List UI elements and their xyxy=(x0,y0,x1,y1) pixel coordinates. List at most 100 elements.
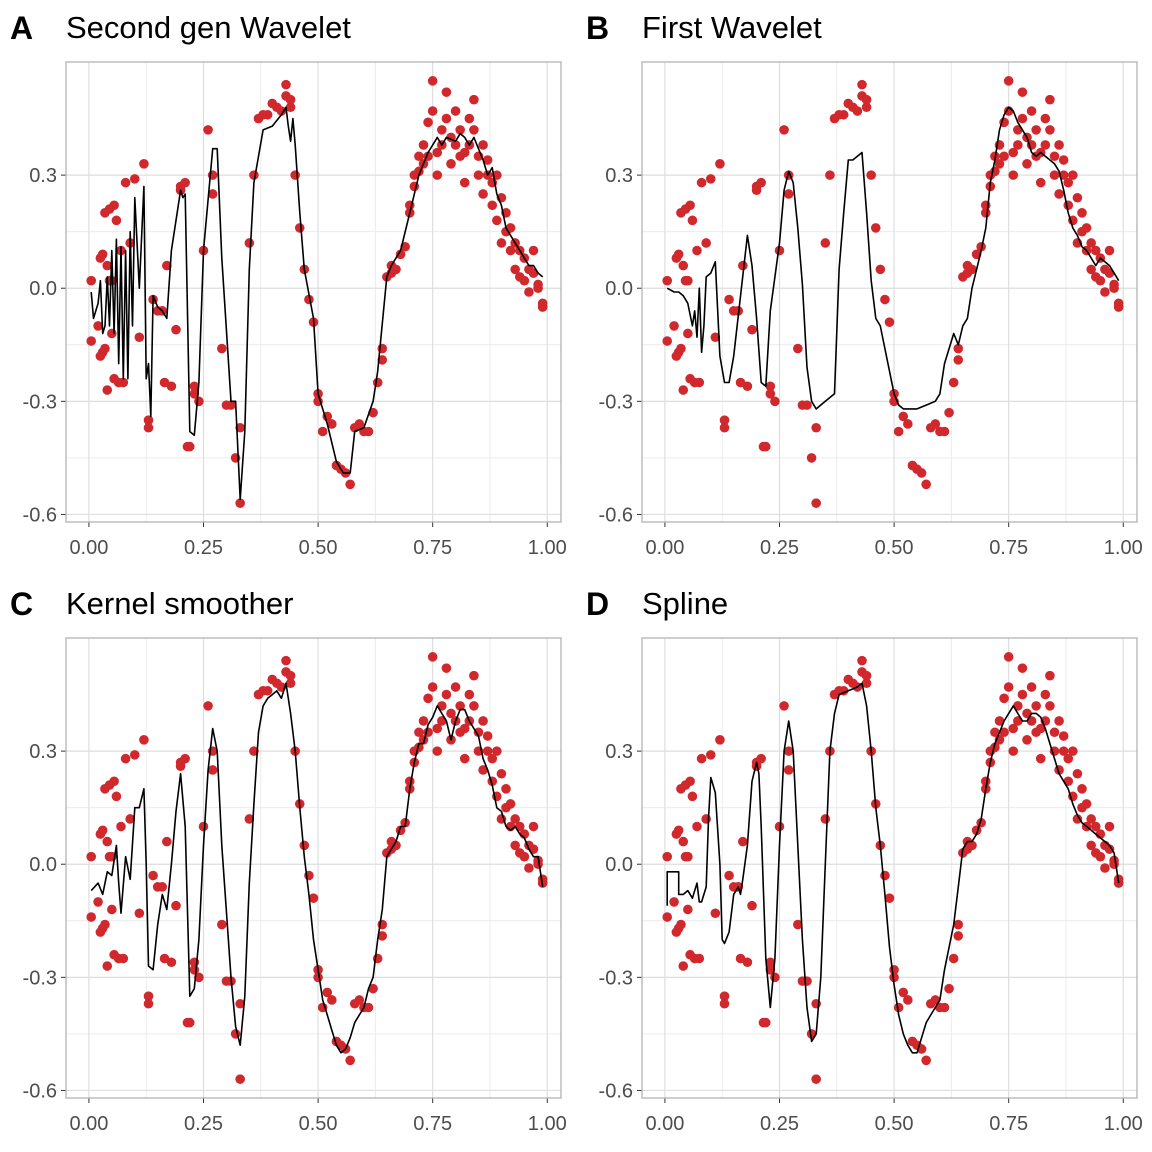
data-point xyxy=(129,174,140,184)
data-point xyxy=(685,200,695,211)
data-point xyxy=(1003,682,1014,692)
data-point xyxy=(1045,670,1055,681)
data-point xyxy=(427,76,438,86)
data-point xyxy=(524,863,534,873)
data-point xyxy=(861,102,872,113)
data-point xyxy=(459,177,470,188)
data-point xyxy=(765,957,776,968)
data-point xyxy=(875,264,886,275)
data-point xyxy=(180,177,190,188)
data-point xyxy=(1026,106,1037,116)
data-point xyxy=(1086,264,1096,275)
x-tick-label: 0.25 xyxy=(184,1113,223,1135)
data-point xyxy=(1104,245,1115,256)
data-point xyxy=(207,189,218,199)
data-point xyxy=(363,1002,374,1013)
data-point xyxy=(93,897,103,907)
data-point xyxy=(793,919,803,930)
data-point xyxy=(519,275,530,286)
data-point xyxy=(427,682,438,692)
data-point xyxy=(482,746,493,756)
data-point xyxy=(1063,177,1074,188)
data-point xyxy=(198,821,209,832)
data-point xyxy=(299,840,310,851)
data-point xyxy=(811,1074,821,1084)
data-point xyxy=(838,109,849,120)
data-point xyxy=(97,249,108,260)
data-point xyxy=(1022,159,1032,169)
data-point xyxy=(783,189,794,199)
data-point xyxy=(345,479,355,490)
data-point xyxy=(1090,245,1101,256)
panel-c: C Kernel smoother 0.00 0.25 0.50 0.75 1.00 -0… xyxy=(0,576,576,1152)
data-point xyxy=(1045,125,1055,135)
data-point xyxy=(1054,140,1064,150)
data-point xyxy=(1058,746,1069,756)
data-point xyxy=(418,735,429,745)
data-point xyxy=(1063,200,1074,211)
data-point xyxy=(724,870,734,881)
data-point xyxy=(1058,731,1069,741)
data-point xyxy=(1035,177,1046,188)
x-tick-label: 1.00 xyxy=(1104,537,1143,559)
data-point xyxy=(825,170,835,180)
panel-tag: C xyxy=(10,586,34,622)
data-point xyxy=(86,275,97,286)
panel-border xyxy=(641,61,1138,523)
panel-border xyxy=(641,637,1138,1099)
data-point xyxy=(1008,147,1019,158)
data-point xyxy=(519,851,530,862)
data-point xyxy=(86,851,97,862)
data-point xyxy=(1104,844,1115,854)
data-point xyxy=(861,94,872,105)
data-point xyxy=(921,479,931,490)
data-point xyxy=(866,170,876,180)
data-point xyxy=(432,723,443,734)
panel-title: Spline xyxy=(642,586,729,621)
data-point xyxy=(473,170,484,180)
data-point xyxy=(662,912,673,922)
data-point xyxy=(505,799,516,809)
panel-title: First Wavelet xyxy=(642,10,822,45)
data-point xyxy=(760,1017,771,1028)
data-point xyxy=(203,701,213,711)
data-point xyxy=(1031,125,1041,135)
x-tick-label: 0.25 xyxy=(760,1113,799,1135)
data-point xyxy=(203,125,213,135)
y-tick-label: -0.6 xyxy=(599,1080,633,1102)
data-point xyxy=(1017,689,1028,700)
data-point xyxy=(441,87,452,97)
data-point xyxy=(423,693,433,704)
data-point xyxy=(478,140,488,150)
data-point xyxy=(118,377,129,388)
data-point xyxy=(1090,821,1101,832)
data-point xyxy=(774,821,785,832)
data-point xyxy=(510,840,520,851)
data-point xyxy=(1035,723,1046,734)
data-point xyxy=(870,223,881,233)
data-point xyxy=(1022,735,1032,745)
data-point xyxy=(391,840,401,851)
y-tick-label: -0.3 xyxy=(599,391,633,413)
data-point xyxy=(102,260,113,271)
y-tick-label: 0.3 xyxy=(605,165,633,187)
data-point xyxy=(806,453,817,463)
data-point xyxy=(662,336,673,346)
y-tick-label: 0.0 xyxy=(605,278,633,300)
data-point xyxy=(1068,170,1078,180)
data-point xyxy=(1049,727,1060,738)
panel-title: Second gen Wavelet xyxy=(66,10,351,45)
data-point xyxy=(285,670,296,681)
data-point xyxy=(715,159,725,169)
data-point xyxy=(1035,753,1046,764)
data-point xyxy=(290,170,300,180)
data-point xyxy=(765,389,776,399)
data-point xyxy=(510,814,520,824)
x-tick-label: 1.00 xyxy=(1104,1113,1143,1135)
data-point xyxy=(696,753,707,764)
data-point xyxy=(694,377,705,388)
data-point xyxy=(685,776,695,787)
data-point xyxy=(1086,814,1096,824)
data-point xyxy=(1058,155,1069,165)
data-point xyxy=(999,693,1009,704)
